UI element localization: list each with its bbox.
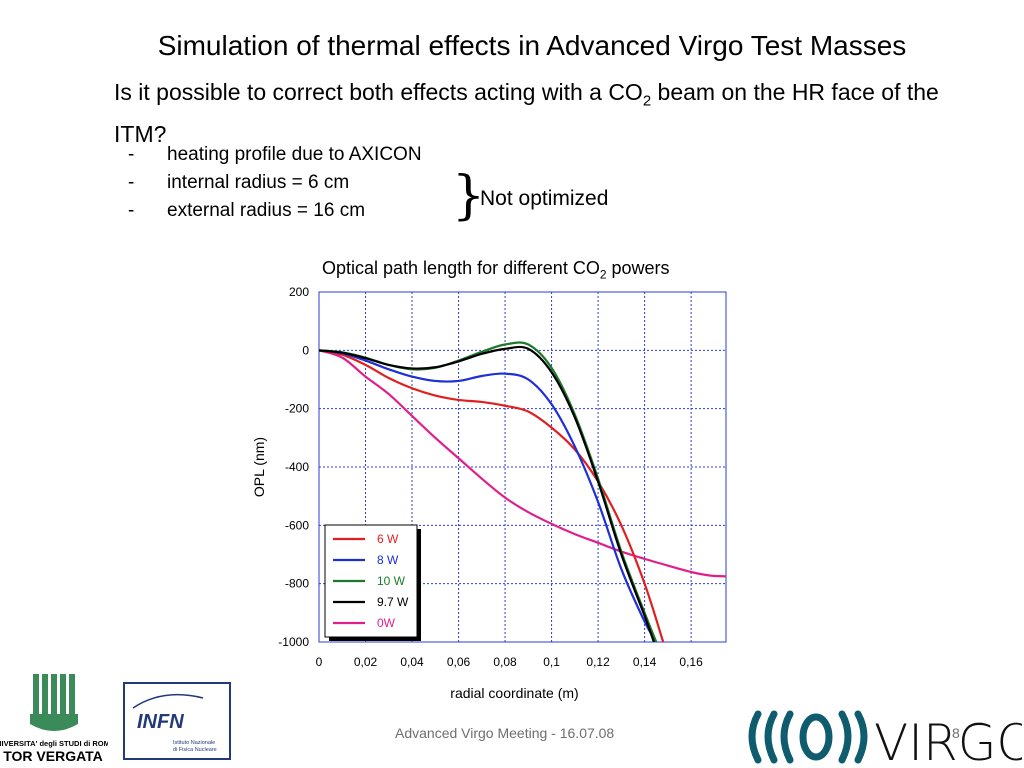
x-tick-label: 0,16 (679, 655, 703, 669)
y-tick-label: -400 (285, 460, 309, 474)
question-subscript: 2 (642, 92, 652, 110)
bullet-dash: - (128, 200, 135, 221)
plot-frame (318, 291, 727, 643)
y-tick-label: 200 (289, 285, 309, 299)
infn-text: INFN (137, 711, 184, 733)
x-tick-label: 0 (316, 655, 323, 669)
y-tick-label: -200 (285, 402, 309, 416)
curly-brace: } (452, 166, 486, 226)
x-tick-label: 0,08 (493, 655, 517, 669)
legend-label: 10 W (377, 574, 406, 588)
bullet-item: - internal radius = 6 cm (128, 172, 422, 200)
virgo-text: VIRGO (874, 714, 1022, 766)
virgo-waves (748, 710, 868, 764)
series-line-9-7-W (319, 345, 655, 642)
x-tick-label: 0,02 (354, 655, 378, 669)
y-tick-label: -1000 (278, 635, 309, 649)
infn-logo: INFN Istituto Nazionale di Fisica Nuclea… (123, 682, 231, 760)
x-axis-label: radial coordinate (m) (450, 685, 578, 701)
infn-sub2: di Fisica Nucleare (173, 747, 217, 753)
series-line-0W (319, 349, 726, 578)
bullet-text: external radius = 16 cm (167, 200, 366, 221)
slide-title: Simulation of thermal effects in Advance… (157, 30, 907, 61)
y-tick-label: -800 (285, 577, 309, 591)
series-line-8-W (319, 349, 658, 642)
y-tick-label: -600 (285, 518, 309, 532)
brace-label: Not optimized (480, 187, 609, 210)
x-tick-label: 0,14 (633, 655, 657, 669)
bullet-dash: - (128, 172, 135, 193)
chart-title-post: powers (606, 258, 670, 278)
tor-vergata-emblem (30, 674, 78, 731)
x-tick-label: 0,06 (447, 655, 471, 669)
bullet-item: - external radius = 16 cm (128, 200, 422, 228)
question-text: Is it possible to correct both effects a… (114, 76, 974, 150)
x-tick-label: 0,1 (543, 655, 560, 669)
x-tick-label: 0,12 (586, 655, 610, 669)
tor-vergata-logo: UNIVERSITA' degli STUDI di ROMA TOR VERG… (0, 674, 108, 764)
chart-title-pre: Optical path length for different CO (322, 258, 600, 278)
legend-label: 0W (377, 616, 396, 630)
bullet-text: heating profile due to AXICON (167, 144, 422, 165)
opl-chart: 0 0,02 0,04 0,06 0,08 0,1 0,12 0,14 0,16 200 0 -200… (251, 285, 727, 701)
tor-vergata-line1: UNIVERSITA' degli STUDI di ROMA (0, 739, 108, 748)
question-post: beam on the HR face of the ITM? (114, 79, 939, 147)
bullet-text: internal radius = 6 cm (167, 172, 350, 193)
virgo-logo: VIRGO (748, 710, 1022, 766)
y-tick-label: 0 (302, 343, 309, 357)
bullet-dash: - (128, 144, 135, 165)
tor-vergata-line2: TOR VERGATA (3, 748, 103, 764)
series-line-6-W (319, 349, 665, 642)
question-pre: Is it possible to correct both effects a… (114, 79, 643, 105)
x-tick-label: 0,04 (400, 655, 424, 669)
bullet-list: - heating profile due to AXICON - internal… (128, 144, 422, 228)
legend-label: 9.7 W (377, 595, 409, 609)
chart-title: Optical path length for different CO2 po… (322, 258, 670, 282)
legend-label: 6 W (377, 532, 399, 546)
chart-title-subscript: 2 (599, 267, 607, 282)
footer-text: Advanced Virgo Meeting - 16.07.08 (395, 725, 615, 741)
page-number: 8 (952, 725, 960, 741)
legend-label: 8 W (377, 553, 399, 567)
bullet-item: - heating profile due to AXICON (128, 144, 422, 172)
y-axis-label: OPL (nm) (251, 437, 267, 497)
infn-sub1: Istituto Nazionale (173, 740, 215, 746)
